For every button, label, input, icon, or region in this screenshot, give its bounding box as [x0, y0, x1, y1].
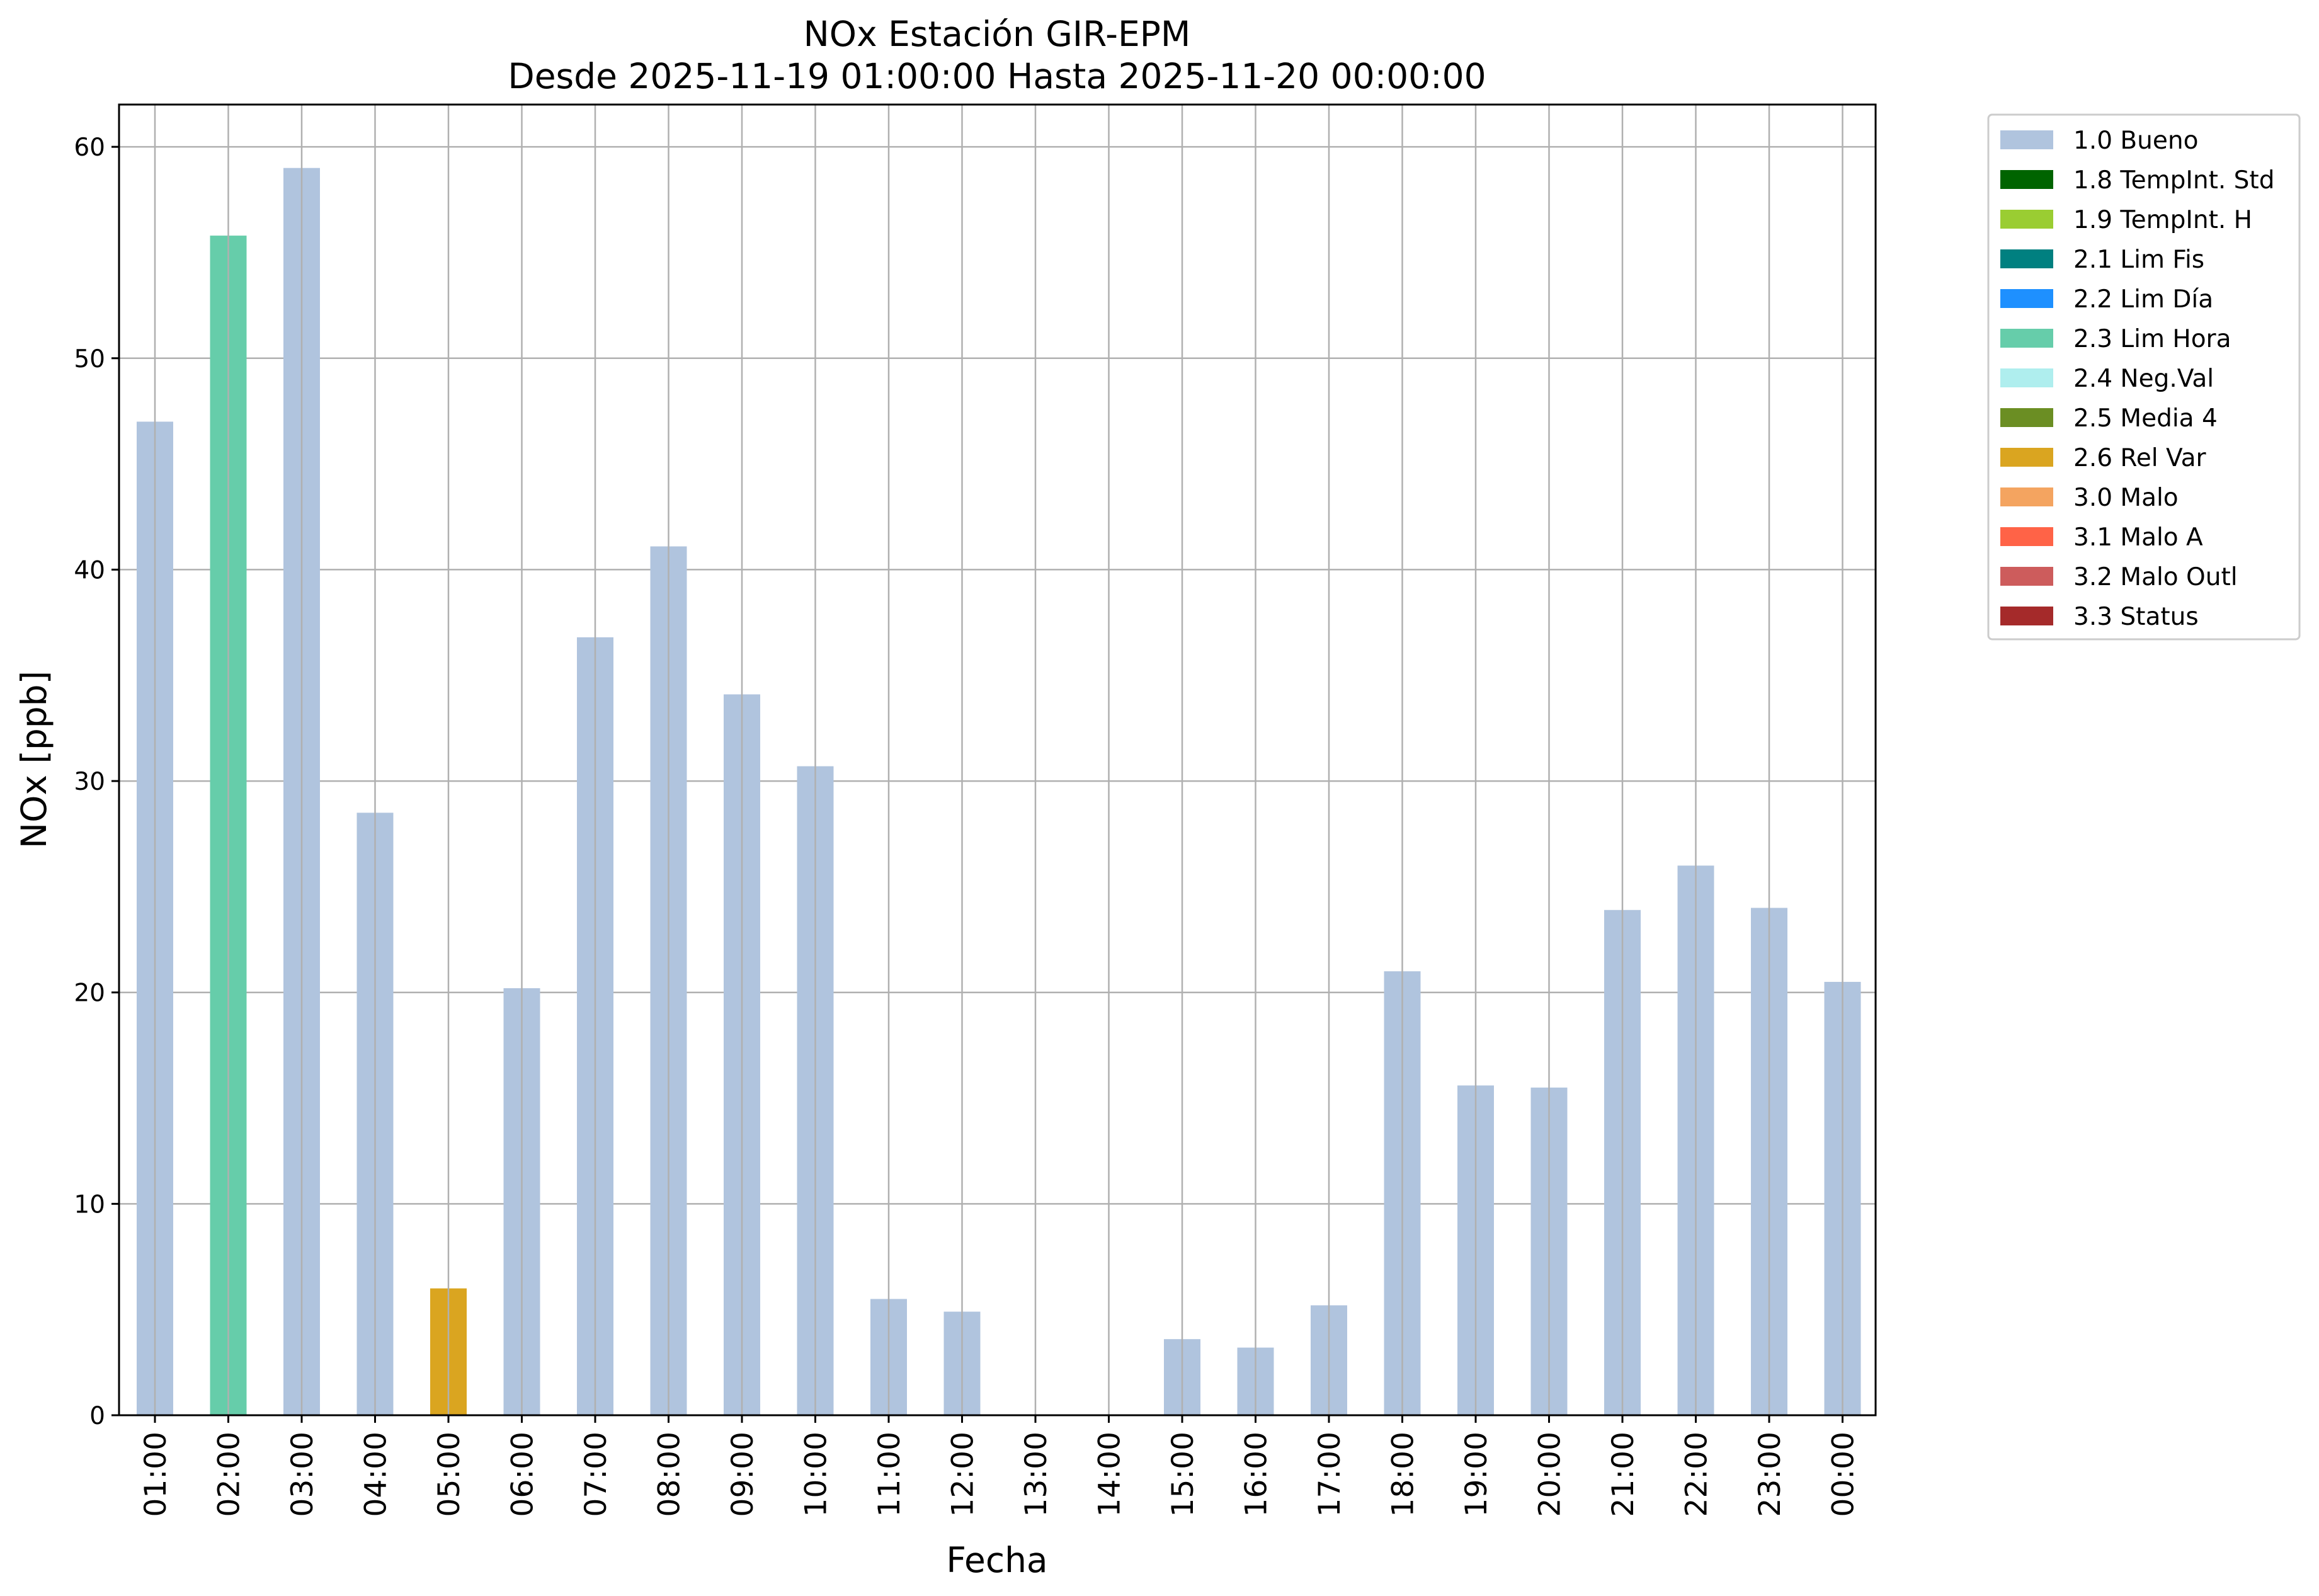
legend-swatch	[2000, 170, 2053, 189]
legend-swatch	[2000, 408, 2053, 427]
legend-swatch	[2000, 329, 2053, 348]
legend-swatch	[2000, 368, 2053, 387]
x-tick-label: 05:00	[432, 1432, 467, 1517]
x-tick-label: 17:00	[1313, 1432, 1347, 1517]
x-tick-label: 19:00	[1459, 1432, 1494, 1517]
x-tick-label: 23:00	[1753, 1432, 1787, 1517]
x-tick-label: 01:00	[139, 1432, 173, 1517]
x-tick-label: 07:00	[579, 1432, 613, 1517]
legend-swatch	[2000, 210, 2053, 229]
legend-label: 1.0 Bueno	[2073, 127, 2198, 155]
legend-label: 2.6 Rel Var	[2073, 444, 2207, 472]
x-tick-label: 12:00	[946, 1432, 981, 1517]
y-tick-label: 10	[74, 1190, 105, 1219]
legend-swatch	[2000, 567, 2053, 586]
x-tick-label: 18:00	[1386, 1432, 1421, 1517]
x-grid	[154, 105, 1843, 1415]
x-tick-label: 22:00	[1680, 1432, 1714, 1517]
x-tick-label: 21:00	[1606, 1432, 1641, 1517]
y-axis-ticks: 0 10 20 30 40 50 60	[74, 134, 119, 1430]
legend-swatch	[2000, 527, 2053, 546]
legend-swatch	[2000, 487, 2053, 506]
legend-label: 1.9 TempInt. H	[2073, 206, 2252, 234]
legend-swatch	[2000, 249, 2053, 268]
legend-label: 2.2 Lim Día	[2073, 285, 2213, 314]
y-tick-label: 60	[74, 134, 105, 162]
x-tick-label: 09:00	[726, 1432, 760, 1517]
legend-label: 2.5 Media 4	[2073, 404, 2218, 433]
plot-frame	[118, 103, 1877, 1416]
legend-label: 3.0 Malo	[2073, 484, 2179, 512]
legend-label: 2.3 Lim Hora	[2073, 325, 2231, 353]
y-tick-label: 50	[74, 345, 105, 373]
legend-swatch	[2000, 130, 2053, 149]
legend-swatch	[2000, 289, 2053, 308]
x-tick-label: 15:00	[1166, 1432, 1200, 1517]
legend-swatch	[2000, 607, 2053, 625]
legend-label: 3.2 Malo Outl	[2073, 563, 2238, 591]
x-tick-label: 14:00	[1093, 1432, 1127, 1517]
y-axis-label: NOx [ppb]	[14, 671, 54, 848]
x-tick-label: 20:00	[1533, 1432, 1568, 1517]
x-axis-label: Fecha	[946, 1540, 1047, 1580]
legend-label: 2.4 Neg.Val	[2073, 365, 2214, 393]
x-tick-label: 04:00	[359, 1432, 394, 1517]
y-tick-label: 40	[74, 556, 105, 584]
x-tick-label: 11:00	[872, 1432, 907, 1517]
legend-label: 3.3 Status	[2073, 603, 2199, 631]
x-tick-label: 03:00	[285, 1432, 320, 1517]
legend-frame	[1987, 113, 2301, 641]
x-tick-label: 06:00	[506, 1432, 540, 1517]
legend-label: 3.1 Malo A	[2073, 523, 2203, 552]
legend: 1.0 Bueno 1.8 TempInt. Std 1.9 TempInt. H 2…	[1987, 113, 2301, 641]
y-tick-label: 0	[89, 1402, 105, 1430]
legend-label: 1.8 TempInt. Std	[2073, 166, 2274, 195]
x-axis-ticks: 01:00 02:00 03:00 04:00 05:00 06:00 07:00 08:00…	[139, 1415, 1861, 1517]
chart-title: NOx Estación GIR-EPM	[804, 14, 1191, 54]
y-tick-label: 30	[74, 768, 105, 796]
chart-subtitle: Desde 2025-11-19 01:00:00 Hasta 2025-11-…	[508, 56, 1486, 96]
legend-label: 2.1 Lim Fis	[2073, 246, 2204, 274]
x-tick-label: 00:00	[1826, 1432, 1861, 1517]
x-tick-label: 02:00	[212, 1432, 247, 1517]
x-tick-label: 13:00	[1019, 1432, 1054, 1517]
x-tick-label: 10:00	[799, 1432, 834, 1517]
legend-swatch	[2000, 448, 2053, 467]
y-tick-label: 20	[74, 979, 105, 1008]
grid	[119, 145, 1876, 1416]
x-tick-label: 16:00	[1239, 1432, 1274, 1517]
x-tick-label: 08:00	[652, 1432, 687, 1517]
